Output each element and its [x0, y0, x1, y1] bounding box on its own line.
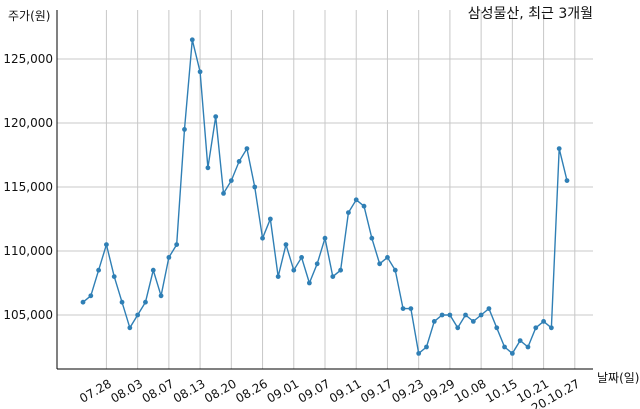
data-point — [150, 267, 156, 273]
data-point — [213, 114, 219, 119]
data-point — [127, 325, 133, 331]
data-point — [244, 146, 250, 152]
data-point — [346, 210, 351, 216]
x-tick-label: 09.11 — [327, 376, 364, 405]
data-point — [166, 255, 172, 260]
chart-title: 삼성물산, 최근 3개월 — [468, 6, 593, 22]
data-point — [502, 344, 507, 350]
data-point — [338, 267, 344, 273]
data-point — [400, 306, 406, 311]
data-point — [260, 235, 265, 241]
y-tick-label: 105,000 — [3, 308, 53, 322]
data-point — [330, 274, 336, 279]
data-point — [541, 319, 546, 324]
data-point — [221, 191, 226, 196]
data-point — [463, 312, 468, 318]
x-tick-label: 09.17 — [358, 376, 395, 405]
x-tick-label: 09.23 — [389, 376, 426, 405]
data-point — [447, 312, 453, 318]
data-point — [314, 261, 320, 267]
data-point — [252, 184, 258, 190]
data-point — [439, 312, 445, 318]
data-point — [96, 267, 102, 273]
y-tick-label: 120,000 — [3, 116, 53, 130]
grid — [57, 10, 593, 369]
data-point — [548, 325, 554, 331]
data-point — [306, 280, 312, 286]
x-tick-label: 08.07 — [140, 376, 177, 405]
data-point — [556, 146, 562, 152]
data-point — [267, 216, 273, 222]
data-point — [80, 299, 86, 305]
data-point — [299, 255, 304, 260]
x-tick-label: 10.15 — [483, 376, 520, 405]
data-point — [424, 344, 429, 350]
data-point — [470, 319, 476, 324]
x-tick-label: 09.29 — [421, 376, 458, 405]
data-point — [236, 159, 242, 164]
data-point — [158, 293, 164, 299]
data-point — [361, 203, 367, 209]
data-point — [377, 261, 383, 267]
data-point — [189, 37, 195, 43]
data-point — [174, 242, 180, 248]
data-point — [291, 267, 297, 273]
data-point — [385, 255, 390, 260]
x-axis: 07.2808.0308.0708.1308.2008.2609.0109.07… — [57, 368, 593, 409]
x-tick-label: 09.07 — [296, 376, 333, 405]
data-point — [509, 351, 515, 356]
data-point — [455, 325, 461, 331]
data-point — [416, 351, 422, 356]
data-point — [119, 299, 125, 305]
x-axis-label: 날짜(일) — [597, 371, 639, 385]
x-tick-label: 08.13 — [171, 376, 208, 405]
x-tick-label: 08.20 — [202, 376, 239, 405]
data-point — [517, 338, 523, 343]
data-point — [88, 293, 94, 299]
y-tick-label: 125,000 — [3, 52, 53, 66]
data-point — [228, 178, 234, 184]
y-axis: 105,000 110,000 115,000 120,000 125,000 — [3, 10, 58, 369]
x-tick-label: 10.08 — [452, 376, 489, 405]
data-point — [197, 69, 203, 75]
data-point — [533, 325, 539, 331]
y-tick-label: 115,000 — [3, 180, 53, 194]
data-point — [104, 242, 109, 248]
data-point — [369, 235, 375, 241]
data-point — [182, 126, 187, 132]
y-axis-label: 주가(원) — [8, 9, 50, 23]
data-point — [205, 165, 211, 171]
data-point — [525, 344, 531, 350]
data-point — [392, 267, 398, 273]
data-point — [322, 235, 328, 241]
data-point — [564, 178, 570, 184]
x-tick-label: 08.26 — [233, 376, 270, 405]
data-point — [494, 325, 500, 331]
data-point — [478, 312, 484, 318]
data-point — [143, 299, 148, 305]
data-point — [408, 306, 414, 311]
data-point — [486, 306, 492, 311]
price-series — [80, 37, 570, 356]
y-tick-label: 110,000 — [3, 244, 53, 258]
data-point — [283, 242, 289, 248]
data-point — [111, 274, 117, 279]
x-tick-label: 09.01 — [265, 376, 302, 405]
data-point — [431, 319, 437, 324]
data-point — [135, 312, 141, 318]
x-tick-label: 07.28 — [77, 376, 114, 405]
data-point — [275, 274, 281, 279]
x-tick-label: 08.03 — [108, 376, 145, 405]
data-point — [353, 197, 359, 203]
